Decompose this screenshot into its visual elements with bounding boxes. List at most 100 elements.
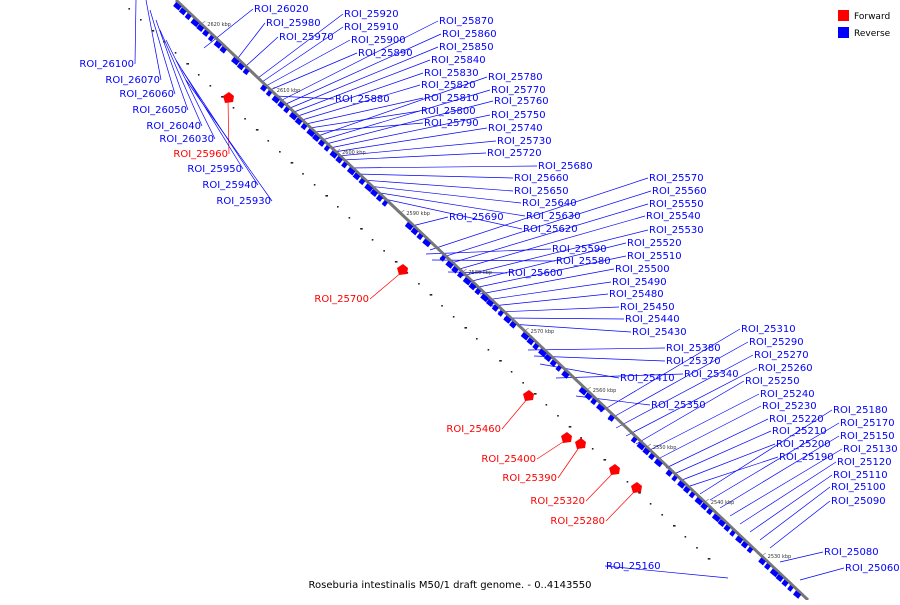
gene-block (630, 436, 638, 444)
gene-block (688, 491, 696, 499)
gene-label: ROI_25410 (620, 373, 675, 384)
gene-block (769, 568, 779, 578)
gene-block (723, 524, 731, 532)
gene-block (283, 106, 290, 114)
gene-label: ROI_26040 (146, 121, 201, 132)
gene-block (549, 359, 557, 367)
leader-line (729, 448, 843, 517)
leader-line (333, 127, 488, 153)
gene-block (706, 508, 713, 516)
tick-mark (586, 386, 591, 391)
gene-label: ROI_25830 (424, 68, 479, 79)
gene-dot (371, 239, 374, 241)
gene-label: ROI_25370 (666, 356, 721, 367)
leader-line (297, 72, 424, 117)
leader-line (527, 347, 666, 351)
forward-gene-marker (609, 464, 620, 475)
leader-line (321, 89, 491, 141)
gene-block (422, 238, 431, 248)
gene-label: ROI_25390 (502, 473, 557, 484)
gene-label: ROI_25920 (344, 9, 399, 20)
gene-block (711, 513, 721, 523)
gene-block (607, 414, 615, 422)
forward-gene-marker (561, 432, 572, 443)
leader-line (447, 203, 649, 265)
gene-label: ROI_25500 (615, 264, 670, 275)
leader-line (261, 26, 344, 83)
gene-block (329, 150, 338, 159)
gene-block (184, 13, 192, 21)
gene-label: ROI_25940 (202, 180, 257, 191)
gene-label: ROI_25180 (833, 405, 888, 416)
gene-label: ROI_25120 (837, 457, 892, 468)
leader-line (203, 8, 254, 49)
forward-gene-marker (631, 482, 642, 493)
leader-line (275, 95, 335, 100)
gene-label: ROI_25310 (741, 324, 796, 335)
gene-label: ROI_25880 (335, 94, 390, 105)
gene-label: ROI_25290 (749, 337, 804, 348)
gene-block (404, 222, 414, 231)
gene-label: ROI_25270 (754, 350, 809, 361)
gene-dot (441, 305, 443, 307)
leader-line (645, 393, 760, 453)
leader-line (369, 271, 403, 300)
gene-label: ROI_25900 (351, 35, 406, 46)
gene-dot (163, 41, 165, 43)
tick-mark (335, 148, 341, 153)
gene-dot (464, 327, 468, 329)
gene-dot (603, 459, 607, 461)
leader-line (585, 471, 615, 502)
gene-block (665, 469, 673, 477)
gene-block (341, 161, 348, 169)
gene-label: ROI_25910 (344, 22, 399, 33)
gene-label: ROI_25790 (424, 118, 479, 129)
gene-label: ROI_26060 (119, 89, 174, 100)
gene-block (306, 128, 316, 138)
gene-block (335, 156, 343, 164)
tick-label: 2620 kbp (207, 22, 231, 28)
gene-label: ROI_25800 (421, 106, 476, 117)
gene-dot (557, 415, 559, 417)
gene-dot (232, 107, 235, 109)
gene-label: ROI_26070 (105, 75, 160, 86)
leader-line (503, 317, 625, 320)
gene-label: ROI_25690 (449, 212, 504, 223)
gene-label: ROI_25660 (514, 173, 569, 184)
gene-label: ROI_25960 (173, 149, 228, 160)
gene-block (178, 7, 187, 16)
gene-label: ROI_25730 (497, 136, 552, 147)
gene-label: ROI_25550 (649, 199, 704, 210)
tick-label: 2590 kbp (406, 211, 430, 217)
gene-block (520, 332, 530, 341)
gene-dot (140, 19, 142, 21)
gene-dot (360, 228, 363, 230)
leader-line (709, 422, 840, 501)
legend-reverse-label: Reverse (854, 29, 891, 39)
leader-line (673, 430, 772, 475)
tick-label: 2530 kbp (768, 554, 792, 560)
gene-label: ROI_25630 (526, 211, 581, 222)
gene-label: ROI_25540 (646, 211, 701, 222)
gene-block (717, 519, 726, 528)
leader-line (257, 13, 344, 79)
gene-dot (313, 184, 316, 186)
tick-mark (400, 209, 405, 214)
legend: Forward Reverse (838, 10, 891, 39)
gene-block (219, 46, 227, 54)
gene-block (474, 288, 482, 296)
gene-label: ROI_25280 (550, 516, 605, 527)
leader-line (329, 114, 491, 149)
gene-dot (197, 74, 200, 76)
gene-block (596, 403, 605, 413)
gene-label: ROI_25860 (442, 29, 497, 40)
gene-block (236, 62, 245, 71)
leader-line (355, 173, 514, 179)
gene-block (260, 84, 268, 92)
gene-block (526, 337, 535, 346)
gene-label: ROI_25840 (431, 55, 486, 66)
gene-label: ROI_25760 (494, 96, 549, 107)
gene-label: ROI_25220 (769, 414, 824, 425)
gene-label: ROI_26030 (159, 134, 214, 145)
